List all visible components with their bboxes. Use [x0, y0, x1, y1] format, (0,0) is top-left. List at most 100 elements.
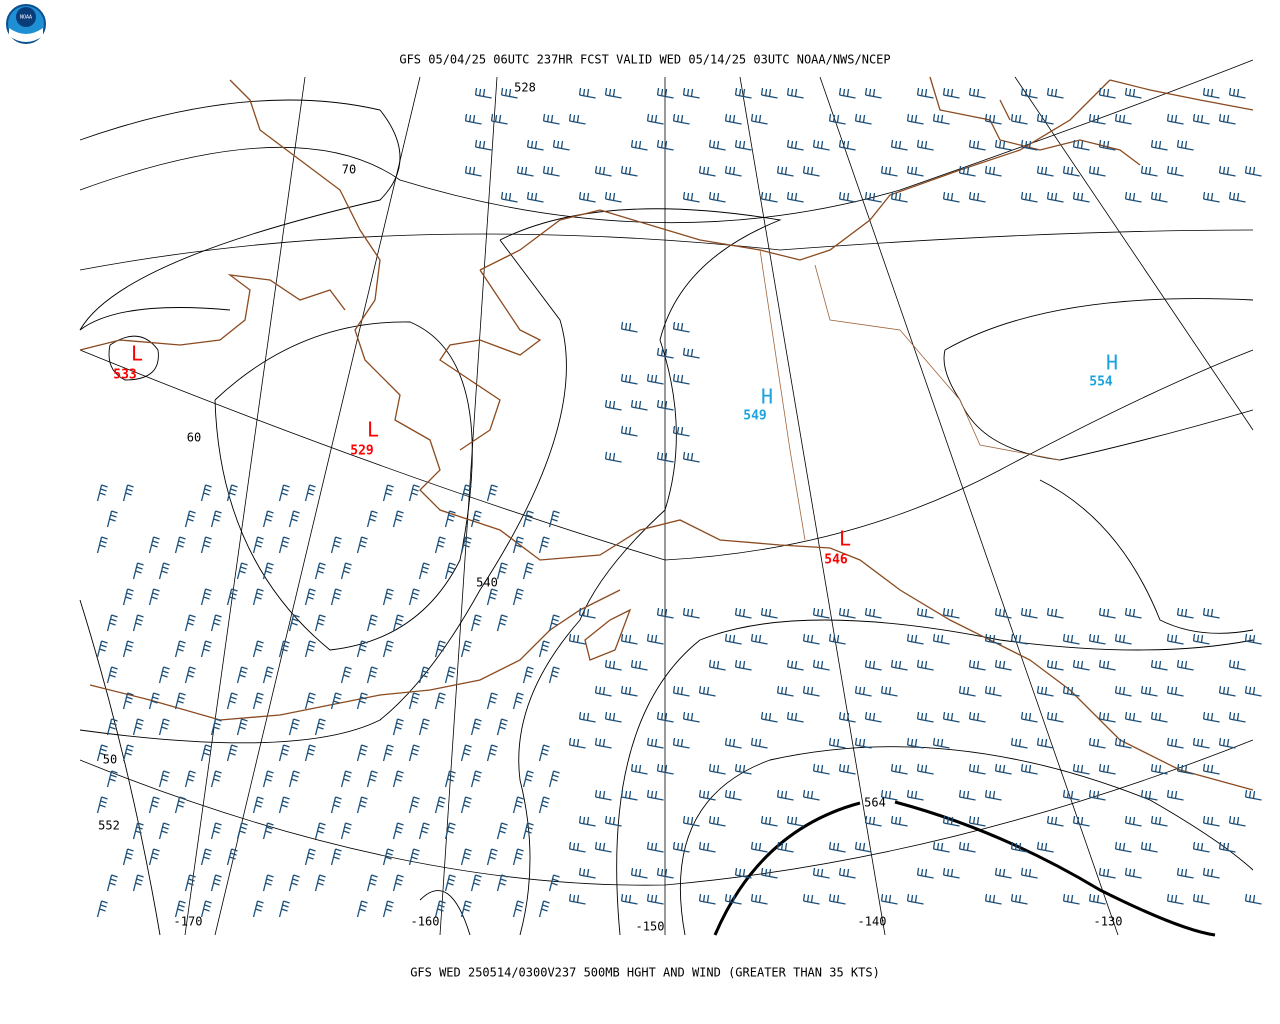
wind-barb	[522, 510, 534, 528]
wind-barb	[958, 841, 976, 853]
wind-barb	[932, 633, 950, 645]
wind-barb	[750, 893, 768, 905]
wind-barb	[330, 692, 342, 710]
wind-barb	[1166, 737, 1184, 749]
wind-barb	[828, 893, 846, 905]
contour-label: 552	[98, 819, 120, 833]
wind-barb	[1202, 711, 1220, 723]
wind-barb	[932, 113, 950, 125]
wind-barb	[278, 796, 290, 814]
contour	[79, 599, 161, 936]
wind-barb	[1020, 87, 1038, 99]
wind-barb	[906, 893, 924, 905]
wind-barb	[522, 666, 534, 684]
wind-barb	[812, 659, 830, 671]
wind-barb	[1228, 87, 1246, 99]
wind-barb	[512, 848, 524, 866]
contour	[214, 321, 473, 651]
wind-barb	[330, 796, 342, 814]
wind-barb	[724, 113, 742, 125]
wind-barb	[496, 874, 508, 892]
wind-barb	[620, 893, 638, 905]
contour	[79, 239, 567, 744]
wind-barb	[802, 789, 820, 801]
wind-barb	[122, 484, 134, 502]
wind-barb	[148, 796, 160, 814]
contour	[1039, 479, 1254, 634]
logo-label: NOAA	[20, 15, 32, 21]
wind-barb	[512, 900, 524, 918]
contour	[419, 890, 471, 936]
wind-barb	[304, 588, 316, 606]
wind-barb	[356, 900, 368, 918]
wind-barb	[968, 763, 986, 775]
wind-barb	[444, 822, 456, 840]
wind-barb	[1140, 685, 1158, 697]
wind-barb	[620, 321, 638, 333]
coastline	[1109, 79, 1254, 111]
wind-barb	[184, 770, 196, 788]
logo-wave	[9, 28, 43, 42]
wind-barb	[724, 789, 742, 801]
wind-barb	[682, 191, 700, 203]
wind-barb	[444, 874, 456, 892]
longitude-label: -140	[858, 915, 887, 929]
wind-barb	[382, 588, 394, 606]
wind-barb	[174, 536, 186, 554]
wind-barb	[500, 87, 518, 99]
wind-barb	[444, 510, 456, 528]
wind-barb	[1062, 893, 1080, 905]
wind-barb	[174, 900, 186, 918]
wind-barb	[734, 87, 752, 99]
wind-barb	[470, 770, 482, 788]
wind-barb	[486, 692, 498, 710]
wind-barb	[1166, 789, 1184, 801]
wind-barb	[330, 588, 342, 606]
wind-barb	[496, 562, 508, 580]
wind-barb	[620, 425, 638, 437]
wind-barb	[278, 744, 290, 762]
wind-barb	[984, 893, 1002, 905]
wind-barb	[786, 191, 804, 203]
wind-barb	[288, 718, 300, 736]
wind-barb	[1098, 763, 1116, 775]
wind-barb	[1046, 191, 1064, 203]
wind-barb	[158, 770, 170, 788]
wind-barb	[578, 711, 596, 723]
wind-barb	[340, 822, 352, 840]
wind-barb	[1202, 763, 1220, 775]
wind-barb	[278, 484, 290, 502]
wind-barb	[226, 692, 238, 710]
wind-barb	[1046, 87, 1064, 99]
wind-barb	[864, 815, 882, 827]
wind-barb	[568, 113, 586, 125]
border	[814, 264, 1061, 461]
wind-barb	[158, 562, 170, 580]
wind-barb	[460, 744, 472, 762]
wind-barb	[1010, 633, 1028, 645]
wind-barb	[236, 562, 248, 580]
wind-barb	[708, 191, 726, 203]
wind-barb	[1202, 607, 1220, 619]
wind-barb	[724, 893, 742, 905]
wind-barb	[526, 191, 544, 203]
wind-barb	[1176, 867, 1194, 879]
wind-barb	[942, 711, 960, 723]
center-value: 546	[824, 553, 848, 568]
wind-barb	[672, 113, 690, 125]
center-value: 533	[113, 368, 136, 383]
wind-barb	[984, 633, 1002, 645]
wind-barb	[942, 87, 960, 99]
wind-barb	[1098, 867, 1116, 879]
wind-barb	[786, 711, 804, 723]
wind-barb	[122, 848, 134, 866]
wind-barb	[968, 659, 986, 671]
wind-barb	[958, 789, 976, 801]
wind-barb	[1202, 867, 1220, 879]
wind-barb	[366, 510, 378, 528]
wind-barb	[460, 900, 472, 918]
wind-barb	[1166, 893, 1184, 905]
wind-barb	[418, 822, 430, 840]
wind-barb	[1046, 607, 1064, 619]
